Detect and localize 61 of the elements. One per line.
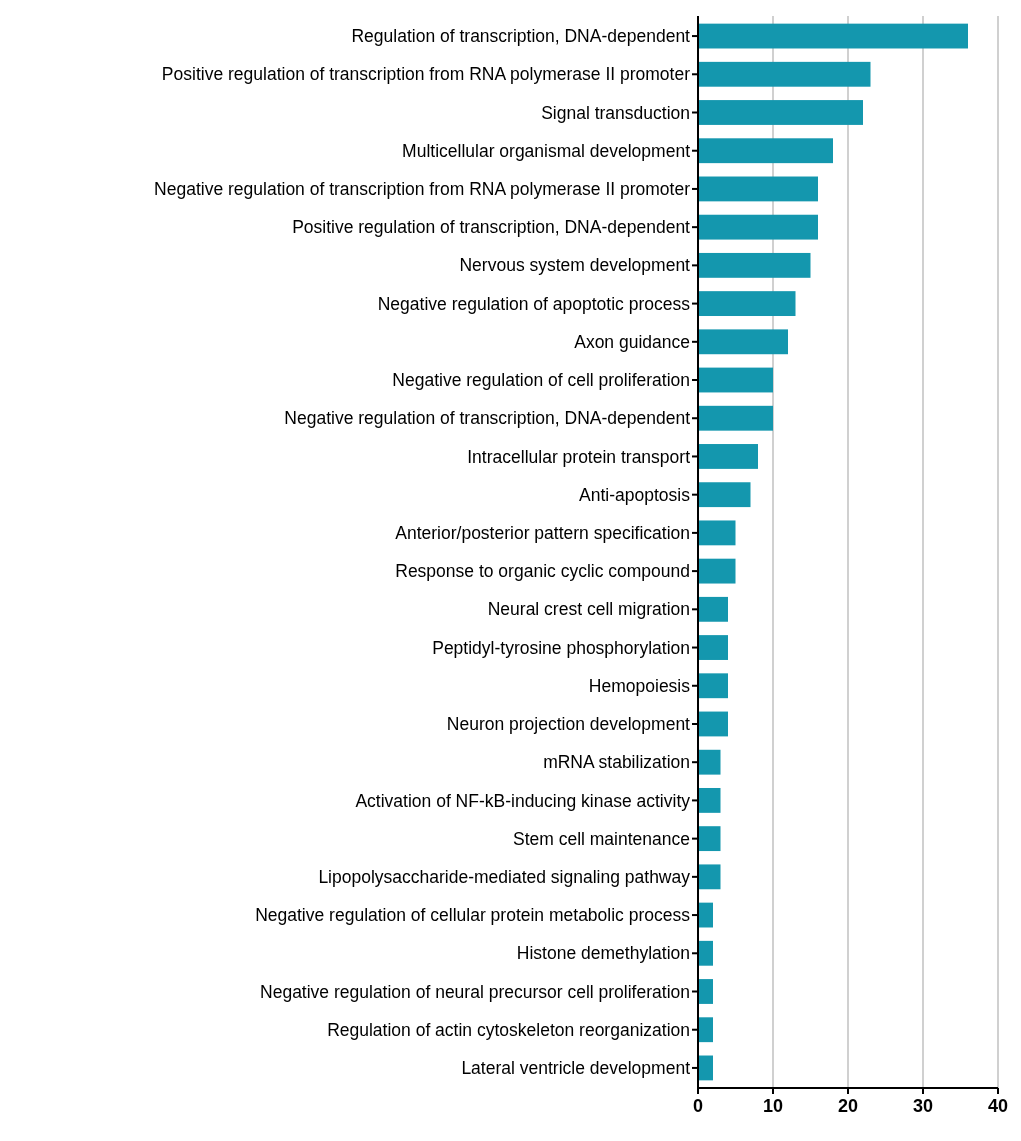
bar [698, 176, 818, 202]
bar [698, 214, 818, 240]
y-tick-label: Negative regulation of transcription, DNA-dependent [284, 408, 691, 429]
y-tick-label: Positive regulation of transcription from RNA polymerase II promoter [161, 64, 691, 85]
bar [698, 405, 773, 431]
y-tick-label: Anterior/posterior pattern specification [395, 523, 690, 544]
bar [698, 940, 713, 966]
bar [698, 482, 751, 508]
bar [698, 367, 773, 393]
x-tick-label: 10 [762, 1096, 784, 1116]
x-tick-label: 40 [987, 1096, 1009, 1116]
bar [698, 61, 871, 87]
bar [698, 635, 728, 660]
y-tick-label: Lateral ventricle development [461, 1058, 691, 1079]
bar [698, 444, 758, 469]
y-tick-label: Regulation of transcription, DNA-dependent [351, 26, 691, 47]
bar [698, 291, 796, 317]
bar [698, 826, 721, 852]
y-tick-label: Anti-apoptosis [579, 484, 691, 505]
y-tick-label: Nervous system development [459, 255, 691, 276]
bar [698, 749, 721, 775]
bar [698, 902, 713, 928]
y-tick-label: Response to organic cyclic compound [395, 561, 690, 582]
y-tick-label: Neuron projection development [446, 714, 691, 735]
bar [698, 558, 736, 584]
x-tick-label: 20 [837, 1096, 859, 1116]
bar [698, 138, 833, 164]
x-tick-label: 30 [912, 1096, 934, 1116]
bar [698, 673, 728, 699]
y-tick-label: Regulation of actin cytoskeleton reorganization [327, 1019, 690, 1040]
y-tick-label: Signal transduction [541, 102, 690, 123]
bar [698, 100, 863, 125]
y-tick-label: Multicellular organismal development [402, 140, 691, 161]
bar [698, 1055, 713, 1081]
y-tick-label: Neural crest cell migration [487, 599, 690, 620]
bar [698, 329, 788, 355]
bar [698, 1017, 713, 1043]
bar [698, 252, 811, 278]
y-tick-label: Negative regulation of neural precursor cell proliferation [260, 981, 690, 1002]
y-tick-label: Hemopoiesis [588, 675, 691, 696]
bar [698, 596, 728, 622]
y-tick-label: Lipopolysaccharide-mediated signaling pathway [318, 866, 691, 887]
bar [698, 23, 968, 49]
y-tick-label: Positive regulation of transcription, DNA-dependent [292, 217, 691, 238]
y-tick-label: Peptidyl-tyrosine phosphorylation [432, 637, 690, 658]
y-tick-label: Stem cell maintenance [512, 828, 690, 849]
y-tick-label: Negative regulation of apoptotic process [377, 293, 691, 314]
y-tick-label: Activation of NF-kB-inducing kinase activity [355, 790, 691, 811]
bar [698, 787, 721, 813]
y-tick-label: Negative regulation of transcription from RNA polymerase II promoter [154, 179, 691, 200]
y-tick-label: Axon guidance [574, 331, 690, 352]
y-tick-label: Negative regulation of cellular protein metabolic process [255, 905, 691, 926]
y-tick-label: Negative regulation of cell proliferation [392, 370, 690, 391]
bar [698, 711, 728, 737]
x-tick-label: 0 [692, 1096, 704, 1116]
y-tick-label: Histone demethylation [516, 943, 690, 964]
bar [698, 979, 713, 1004]
bar [698, 864, 721, 890]
y-tick-label: Intracellular protein transport [467, 446, 691, 467]
y-tick-label: mRNA stabilization [543, 752, 690, 773]
bar [698, 520, 736, 546]
